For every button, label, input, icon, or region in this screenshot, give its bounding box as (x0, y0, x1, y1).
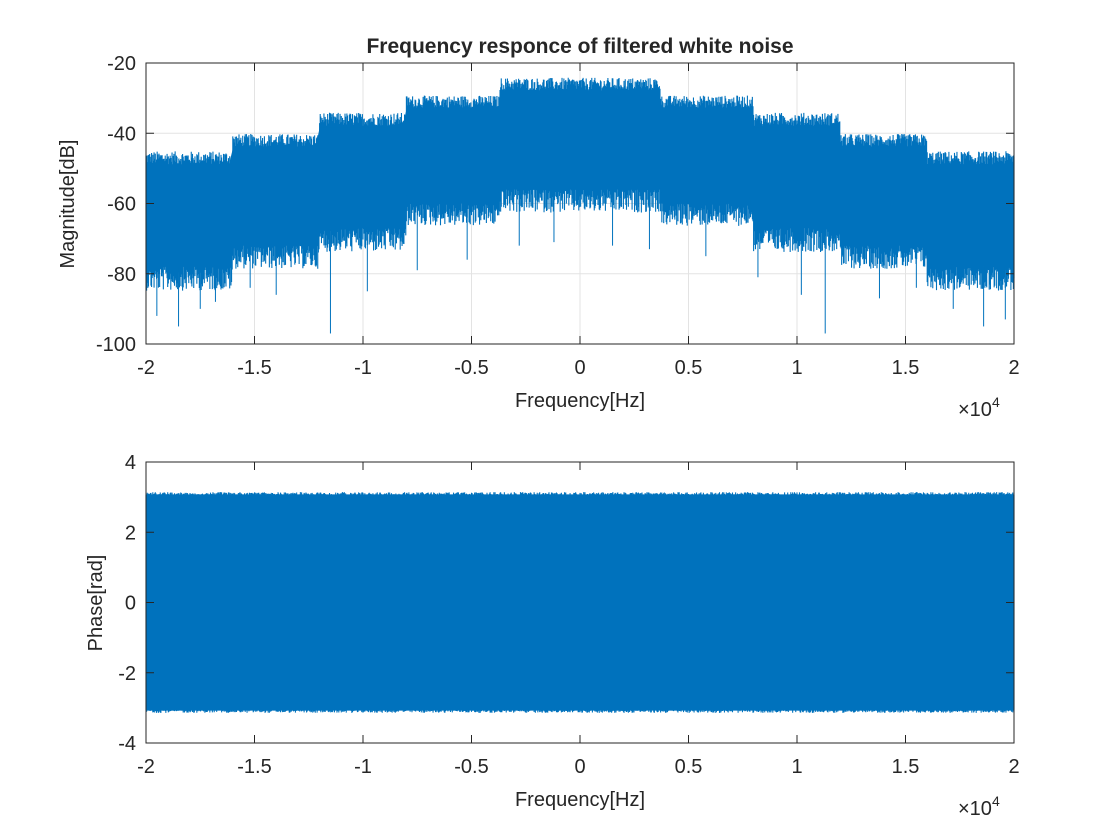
magnitude-y-tick-label: -100 (96, 334, 136, 356)
phase-x-tick-label: 2 (1008, 756, 1019, 778)
magnitude-x-exponent: ×104 (958, 394, 1000, 421)
phase-x-tick-label: 1 (791, 756, 802, 778)
phase-y-tick-label: 4 (125, 452, 136, 474)
phase-x-axis-label: Frequency[Hz] (515, 789, 645, 811)
phase-x-exponent-power: 4 (992, 793, 1000, 809)
phase-x-tick-label: -0.5 (454, 756, 488, 778)
phase-x-tick-labels: -2 -1.5 -1 -0.5 0 0.5 1 1.5 2 (137, 756, 1019, 778)
magnitude-x-tick-label: -0.5 (454, 357, 488, 379)
magnitude-y-axis-label: Magnitude[dB] (57, 140, 79, 269)
magnitude-x-tick-label: -2 (137, 357, 155, 379)
phase-x-tick-label: 0 (574, 756, 585, 778)
magnitude-x-tick-label: 0.5 (675, 357, 703, 379)
magnitude-x-exponent-power: 4 (992, 394, 1000, 410)
magnitude-y-tick-labels: -20 -40 -60 -80 -100 (96, 53, 136, 356)
magnitude-x-tick-labels: -2 -1.5 -1 -0.5 0 0.5 1 1.5 2 (137, 357, 1019, 379)
magnitude-y-tick-label: -40 (107, 123, 136, 145)
magnitude-x-tick-label: 1.5 (892, 357, 920, 379)
phase-y-tick-label: 2 (125, 522, 136, 544)
phase-y-tick-label: -2 (118, 663, 136, 685)
phase-x-tick-label: 1.5 (892, 756, 920, 778)
phase-subplot: -2 -1.5 -1 -0.5 0 0.5 1 1.5 2 420-2-4 Frequency[… (85, 452, 1020, 820)
phase-x-tick-label: -1.5 (237, 756, 271, 778)
phase-trace-core (146, 494, 1014, 711)
magnitude-trace (145, 77, 1015, 334)
magnitude-y-tick-label: -60 (107, 194, 136, 216)
phase-tick-marks (145, 461, 1015, 744)
phase-y-tick-labels: 4 2 0 -2 -4 (118, 452, 136, 755)
magnitude-x-tick-label: 2 (1008, 357, 1019, 379)
magnitude-subplot: -2 -1.5 -1 -0.5 0 0.5 1 1.5 2 -20 -40 -60 -80 -100 F… (57, 35, 1020, 421)
magnitude-x-tick-label: -1 (354, 357, 372, 379)
phase-y-tick-label: -4 (118, 733, 136, 755)
phase-x-tick-label: 0.5 (675, 756, 703, 778)
magnitude-tick-marks (145, 62, 1015, 345)
magnitude-trace-core (146, 92, 1014, 258)
magnitude-x-tick-label: 0 (574, 357, 585, 379)
phase-y-tick-label: 0 (125, 593, 136, 615)
magnitude-x-tick-label: 1 (791, 357, 802, 379)
chart-title: Frequency responce of filtered white noi… (366, 35, 793, 58)
phase-x-tick-label: -2 (137, 756, 155, 778)
phase-x-tick-label: -1 (354, 756, 372, 778)
magnitude-x-exponent-base: ×10 (958, 399, 992, 421)
magnitude-x-tick-label: -1.5 (237, 357, 271, 379)
magnitude-y-tick-label: -20 (107, 53, 136, 75)
phase-y-axis-label: Phase[rad] (85, 555, 107, 652)
phase-trace (145, 492, 1015, 713)
phase-x-exponent: ×104 (958, 793, 1000, 820)
magnitude-y-tick-label: -80 (107, 264, 136, 286)
magnitude-x-axis-label: Frequency[Hz] (515, 390, 645, 412)
phase-x-exponent-base: ×10 (958, 798, 992, 820)
